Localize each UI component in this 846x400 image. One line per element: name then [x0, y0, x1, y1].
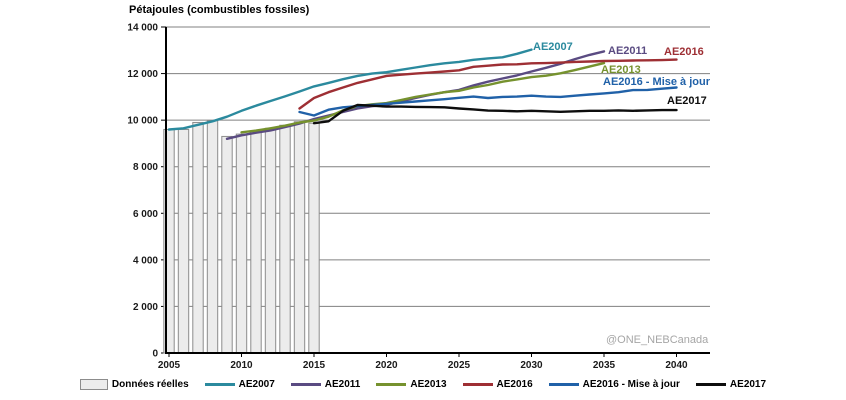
- chart-legend: Données réelles AE2007 AE2011 AE2013 AE2016 A…: [0, 379, 846, 390]
- legend-item-ae2016-mise-jour: AE2016 - Mise à jour: [548, 379, 680, 390]
- legend-swatch-ae2013: [376, 383, 407, 386]
- y-tick-label-0: 0: [152, 349, 158, 360]
- legend-item-ae2017: AE2017: [695, 379, 767, 390]
- legend-label-donnees-reelles: Données réelles: [111, 379, 189, 390]
- x-tick-label-2020: 2020: [375, 360, 398, 371]
- legend-item-ae2011: AE2011: [290, 379, 361, 390]
- watermark-text: @ONE_NEBCanada: [606, 334, 709, 346]
- legend-item-donnees-reelles: Données réelles: [79, 379, 189, 390]
- y-tick-label-6000: 6 000: [133, 209, 158, 220]
- x-tick-label-2035: 2035: [593, 360, 616, 371]
- legend-label-ae2011: AE2011: [324, 379, 361, 390]
- actual-data-bar-2013: [279, 124, 291, 354]
- y-tick-label-4000: 4 000: [133, 255, 158, 266]
- x-tick-label-2005: 2005: [158, 360, 181, 371]
- legend-swatch-ae2016-mise-jour: [548, 383, 579, 386]
- series-line-AE2017: [312, 103, 678, 125]
- legend-swatch-ae2011: [290, 383, 321, 386]
- actual-data-bar-2009: [221, 135, 233, 354]
- legend-swatch-ae2017: [695, 383, 726, 386]
- y-tick-label-14000: 14 000: [127, 23, 158, 34]
- legend-swatch-donnees-reelles: [79, 379, 108, 390]
- series-line-AE2016: [298, 58, 678, 110]
- x-tick-label-2030: 2030: [520, 360, 543, 371]
- y-tick-label-2000: 2 000: [133, 302, 158, 313]
- y-tick-label-10000: 10 000: [127, 116, 158, 127]
- legend-label-ae2017: AE2017: [729, 379, 767, 390]
- x-tick-label-2040: 2040: [665, 360, 688, 371]
- actual-data-bar-2007: [192, 121, 204, 354]
- actual-data-bar-2012: [264, 127, 277, 354]
- series-label-AE2016 - Mise à jour: AE2016 - Mise à jour: [603, 76, 711, 88]
- actual-data-bar-2008: [206, 120, 219, 354]
- actual-data-bar-2011: [250, 130, 262, 354]
- series-line-AE2013: [240, 61, 606, 134]
- series-label-AE2011: AE2011: [608, 45, 647, 57]
- series-label-AE2007: AE2007: [533, 41, 573, 53]
- legend-item-ae2007: AE2007: [204, 379, 275, 390]
- series-label-AE2017: AE2017: [667, 95, 707, 107]
- legend-label-ae2013: AE2013: [410, 379, 447, 390]
- x-tick-label-2015: 2015: [303, 360, 326, 371]
- actual-data-bar-2006: [177, 128, 190, 354]
- legend-label-ae2016: AE2016: [496, 379, 533, 390]
- y-tick-label-8000: 8 000: [133, 162, 158, 173]
- actual-data-bar-2010: [235, 133, 248, 354]
- y-tick-label-12000: 12 000: [127, 69, 158, 80]
- legend-item-ae2013: AE2013: [376, 379, 447, 390]
- legend-label-ae2016-mise-jour: AE2016 - Mise à jour: [582, 379, 680, 390]
- actual-data-bar-2014: [293, 121, 306, 354]
- series-label-AE2013: AE2013: [601, 64, 641, 76]
- x-tick-label-2010: 2010: [230, 360, 253, 371]
- actual-data-bar-2015: [308, 122, 320, 354]
- legend-swatch-ae2007: [204, 383, 235, 386]
- chart-title: Pétajoules (combustibles fossiles): [129, 4, 310, 16]
- x-tick-label-2025: 2025: [448, 360, 471, 371]
- legend-item-ae2016: AE2016: [462, 379, 533, 390]
- series-line-AE2007: [167, 48, 533, 131]
- series-label-AE2016: AE2016: [664, 46, 704, 58]
- legend-swatch-ae2016: [462, 383, 493, 386]
- legend-label-ae2007: AE2007: [238, 379, 275, 390]
